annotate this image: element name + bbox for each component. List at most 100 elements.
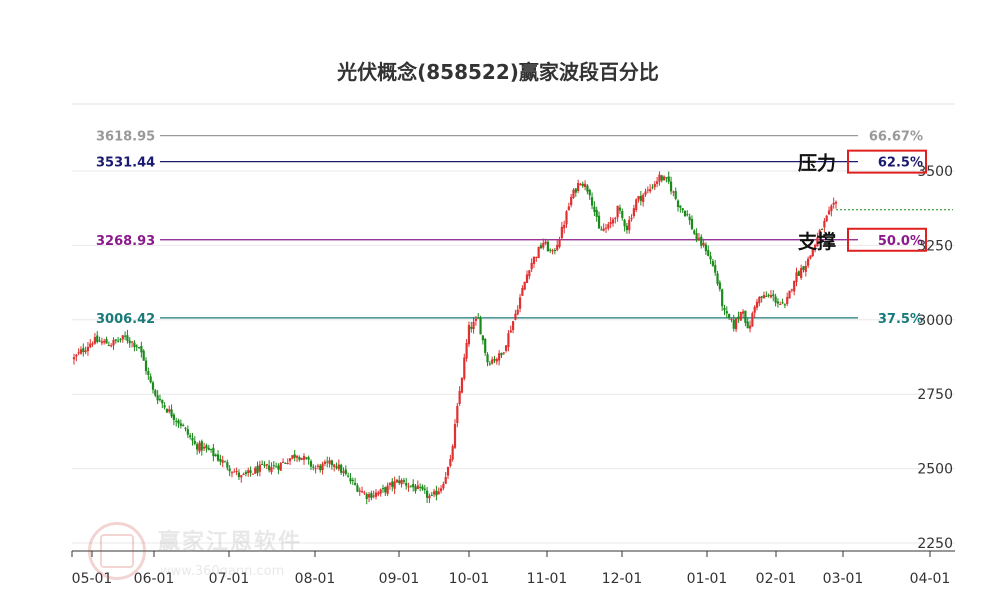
candle xyxy=(672,190,675,197)
candle xyxy=(281,458,285,464)
candle-body xyxy=(84,350,87,353)
candle xyxy=(82,343,85,357)
candle-body xyxy=(458,390,461,404)
candle xyxy=(344,465,347,476)
candle xyxy=(614,216,617,224)
candle-body xyxy=(725,311,728,314)
candle-body xyxy=(697,237,701,239)
candle xyxy=(618,204,622,214)
candle xyxy=(105,336,108,344)
candle-body xyxy=(184,427,187,429)
candle-body xyxy=(474,318,478,321)
candle-body xyxy=(77,352,80,354)
candle-body xyxy=(323,461,327,464)
candle xyxy=(769,290,773,299)
candle-body xyxy=(312,466,315,468)
candle xyxy=(498,350,501,366)
candle-body xyxy=(690,218,694,230)
candle-body xyxy=(439,488,443,492)
candle xyxy=(144,357,148,375)
candle xyxy=(419,483,422,492)
candle xyxy=(525,270,529,284)
candle-body xyxy=(381,488,385,490)
candle xyxy=(398,475,401,485)
candle xyxy=(776,298,780,308)
candle-body xyxy=(133,342,136,348)
candle xyxy=(660,174,663,183)
candle-body xyxy=(165,408,169,413)
candle-body xyxy=(797,271,800,276)
candle-body xyxy=(728,314,731,319)
candle-body xyxy=(391,481,394,487)
candle xyxy=(725,306,728,318)
candle-body xyxy=(470,326,473,329)
candle-body xyxy=(205,445,208,449)
candle xyxy=(825,214,828,222)
candle xyxy=(823,217,826,233)
candle-body xyxy=(237,472,241,478)
candle-body xyxy=(451,446,454,460)
candle xyxy=(728,313,731,320)
candle xyxy=(198,440,201,454)
candle-body xyxy=(556,244,559,251)
candle-body xyxy=(219,458,222,462)
candle-body xyxy=(827,210,831,215)
candle xyxy=(704,242,708,255)
candle xyxy=(518,293,522,313)
resistance-highlight-box xyxy=(847,149,927,174)
candle xyxy=(662,175,666,181)
candle-body xyxy=(419,486,422,488)
candle xyxy=(133,340,136,352)
candle-body xyxy=(586,185,589,192)
candle xyxy=(156,390,159,405)
candle-body xyxy=(175,420,178,422)
candle xyxy=(772,290,775,302)
candle xyxy=(609,216,612,229)
candle xyxy=(765,291,768,298)
candle-body xyxy=(583,183,587,188)
candle-body xyxy=(130,341,134,343)
candle-body xyxy=(444,476,447,484)
candle xyxy=(372,490,375,499)
candle xyxy=(511,320,515,334)
candle-body xyxy=(493,359,496,361)
candle-body xyxy=(354,482,357,485)
candle xyxy=(126,329,129,344)
candle-body xyxy=(702,242,705,246)
candle xyxy=(493,355,496,364)
candle xyxy=(416,480,419,490)
candle xyxy=(653,180,656,191)
candle xyxy=(163,402,166,410)
candle-body xyxy=(128,340,131,344)
candle xyxy=(479,315,482,335)
candle-body xyxy=(574,188,577,193)
level-percent-label: 66.67% xyxy=(869,130,923,145)
candle-body xyxy=(335,466,338,469)
candle-body xyxy=(453,424,457,448)
candle-body xyxy=(642,194,645,202)
candle-body xyxy=(516,309,519,315)
candle-body xyxy=(435,490,438,496)
candle-body xyxy=(305,457,308,459)
candle xyxy=(112,337,115,351)
candle-body xyxy=(121,335,124,340)
candle xyxy=(563,220,566,234)
candle xyxy=(214,453,217,457)
candle-body xyxy=(430,494,433,496)
candle xyxy=(319,463,322,473)
candle xyxy=(168,405,171,414)
candle-body xyxy=(291,455,294,459)
candle xyxy=(298,455,301,462)
candle-body xyxy=(230,472,234,474)
candle-body xyxy=(349,478,352,482)
x-tick-label: 04-01 xyxy=(910,571,951,587)
chart-title: 光伏概念(858522)赢家波段百分比 xyxy=(337,60,659,84)
candle-body xyxy=(741,311,745,314)
candle xyxy=(514,309,517,321)
candle xyxy=(597,211,601,229)
candle-body xyxy=(656,181,659,184)
candle-body xyxy=(644,191,647,195)
candle-body xyxy=(567,206,570,211)
candle-body xyxy=(535,257,538,259)
candle xyxy=(484,338,487,356)
